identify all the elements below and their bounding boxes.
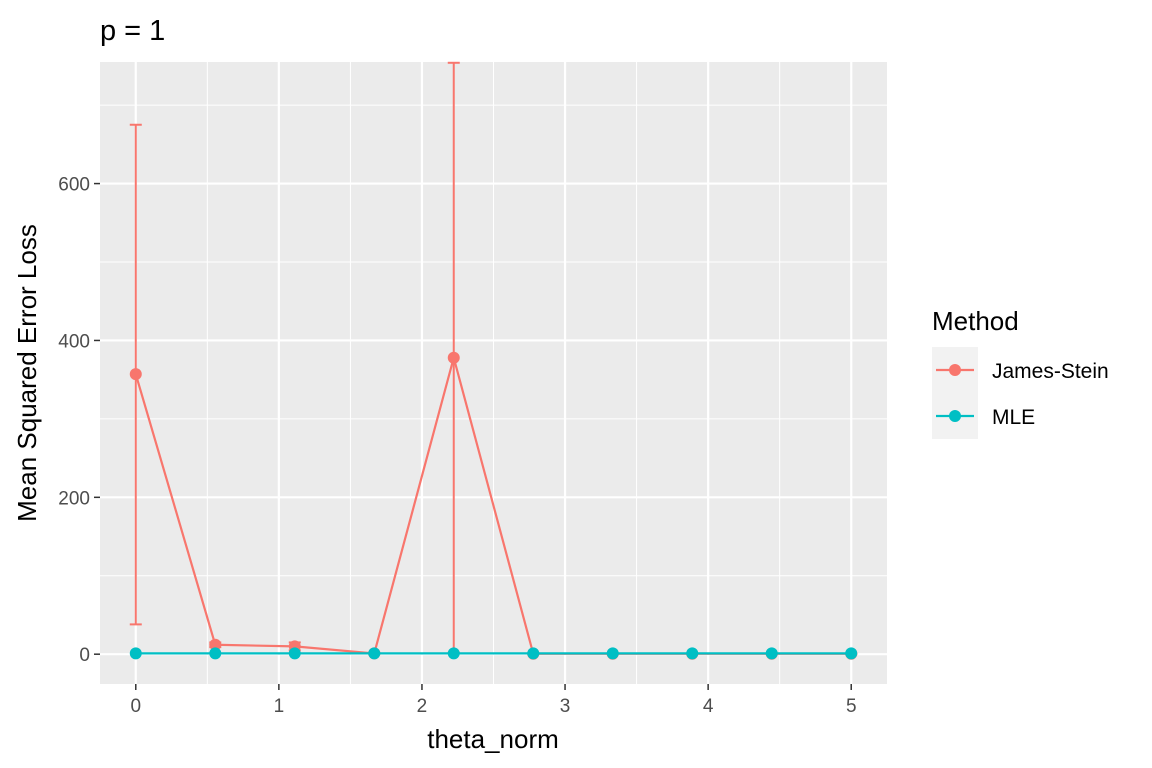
- x-tick-label: 5: [846, 696, 857, 717]
- y-axis: 0 200 400 600: [58, 175, 100, 666]
- legend-marker-mle: [949, 410, 961, 422]
- x-tick-label: 2: [417, 696, 428, 717]
- grid-minor: [100, 62, 887, 684]
- data-point-mle: [447, 647, 460, 660]
- data-point-mle: [686, 647, 699, 660]
- data-point-mle: [288, 647, 301, 660]
- data-point-mle: [129, 647, 142, 660]
- data-point-mle: [765, 647, 778, 660]
- x-tick-label: 1: [274, 696, 285, 717]
- data-point-mle: [845, 647, 858, 660]
- data-point-james-stein: [129, 368, 142, 381]
- y-tick-label: 200: [58, 488, 90, 509]
- data-point-mle: [606, 647, 619, 660]
- x-axis: 0 1 2 3 4 5: [130, 684, 857, 717]
- chart-title: p = 1: [100, 15, 165, 47]
- y-axis-title: Mean Squared Error Loss: [12, 224, 42, 522]
- legend-marker-james-stein: [949, 364, 961, 376]
- data-point-mle: [368, 647, 381, 660]
- x-tick-label: 0: [130, 696, 141, 717]
- legend-label-mle: MLE: [992, 406, 1035, 429]
- y-tick-label: 0: [79, 645, 90, 666]
- legend-label-james-stein: James-Stein: [992, 360, 1109, 383]
- series-layer: [129, 61, 858, 660]
- x-tick-label: 4: [703, 696, 714, 717]
- series-mle: [129, 647, 858, 660]
- data-point-mle: [209, 647, 222, 660]
- x-tick-label: 3: [560, 696, 571, 717]
- data-point-mle: [527, 647, 540, 660]
- legend-title: Method: [932, 306, 1019, 336]
- y-tick-label: 600: [58, 175, 90, 196]
- legend: Method James-Stein MLE: [932, 306, 1109, 439]
- data-point-james-stein: [447, 351, 460, 364]
- data-point-james-stein: [209, 638, 222, 651]
- x-axis-title: theta_norm: [427, 724, 559, 754]
- y-tick-label: 400: [58, 331, 90, 352]
